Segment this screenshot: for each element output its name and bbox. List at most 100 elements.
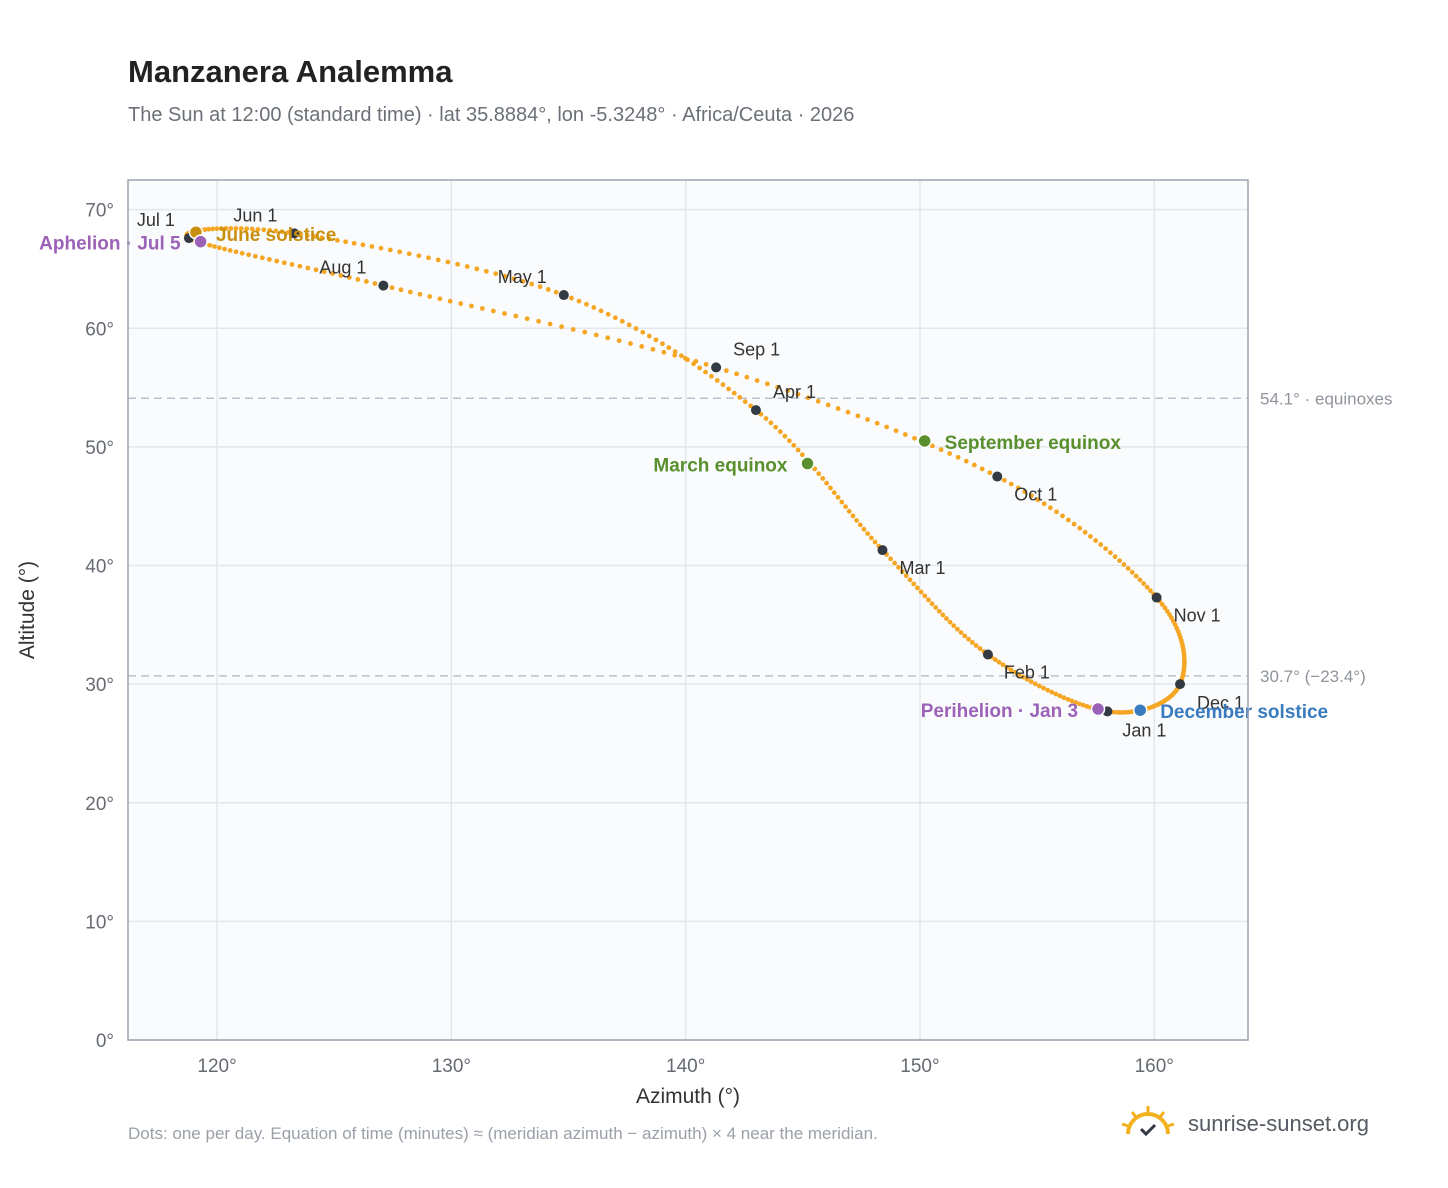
daily-sun-dot [969,639,975,645]
month-marker [992,471,1003,482]
daily-sun-dot [582,329,588,335]
daily-sun-dot [593,332,599,338]
daily-sun-dot [775,384,780,390]
daily-sun-dot [737,394,743,400]
event-marker [1090,701,1106,717]
chart-title: Manzanera Analemma [128,54,453,89]
daily-sun-dot [1035,497,1041,503]
daily-sun-dot [1084,704,1090,709]
daily-sun-dot [569,295,574,301]
daily-sun-dot [529,281,535,287]
daily-sun-dot [791,442,797,448]
daily-sun-dot [246,252,252,258]
daily-sun-dot [764,381,770,387]
month-marker [982,649,993,660]
daily-sun-dot [1159,602,1165,607]
daily-sun-dot [947,619,953,625]
daily-sun-dot [912,435,917,441]
daily-sun-dot [815,398,821,404]
daily-sun-dot [835,406,841,411]
daily-sun-dot [709,373,714,379]
daily-sun-dot [1053,691,1059,697]
daily-sun-dot [666,345,672,351]
daily-sun-dot [816,471,822,477]
month-marker-label: Aug 1 [319,258,366,278]
daily-sun-dot [279,229,285,235]
month-marker-label: Dec 1 [1197,693,1244,713]
daily-sun-dot [406,251,412,257]
daily-sun-dot [1057,693,1063,699]
event-label: June solstice [216,225,336,246]
daily-sun-dot [598,308,604,314]
daily-sun-dot [346,275,352,280]
brand[interactable]: sunrise-sunset.org [1120,1104,1369,1144]
month-marker-label: Jul 1 [137,210,175,230]
daily-sun-dot [742,399,748,405]
daily-sun-dot [447,298,453,304]
daily-sun-dot [1080,702,1086,708]
daily-sun-dot [1071,521,1077,527]
axes: 120° 130° 140° 150° 160° 0° 10° 20° 30° 40° 50° 60°… [85,201,1174,1077]
daily-sun-dot [216,245,222,251]
daily-sun-dot [785,388,791,394]
daily-sun-dot [267,227,273,233]
daily-sun-dot [513,313,519,319]
daily-sun-dot [626,322,632,328]
daily-sun-dot [911,581,917,587]
daily-sun-dot [619,318,625,324]
daily-sun-dot [1028,493,1034,499]
event-label: Aphelion · Jul 5 [39,234,181,255]
daily-sun-dot [812,466,818,472]
daily-sun-dot [1069,698,1075,704]
daily-sun-dot [777,429,783,435]
month-marker [1175,679,1186,690]
daily-sun-dot [678,353,684,359]
y-tick-label: 0° [96,1031,114,1052]
daily-sun-dot [726,386,732,392]
daily-sun-dot [313,267,319,273]
daily-sun-dot [929,443,935,449]
daily-sun-dot [537,284,543,290]
plot-background [128,180,1248,1040]
month-marker-label: Jun 1 [233,205,277,225]
daily-sun-dot [304,232,310,238]
month-marker [711,362,722,373]
daily-sun-dot [591,305,597,310]
daily-sun-dot [1162,605,1168,611]
daily-sun-dot [1060,513,1065,519]
daily-sun-dot [259,255,265,261]
daily-sun-dot [902,432,908,437]
daily-sun-dot [1082,529,1088,535]
daily-sun-dot [977,646,983,651]
month-marker-label: Feb 1 [1004,662,1050,682]
daily-sun-dot [1125,566,1131,571]
daily-sun-dot [1148,588,1153,594]
event-marker [800,456,815,471]
daily-sun-dot [474,266,480,272]
daily-sun-dot [343,239,349,245]
daily-sun-dot [954,626,960,632]
daily-sun-dot [633,326,639,331]
daily-sun-dot [223,226,229,231]
daily-sun-dot [289,262,295,267]
daily-sun-dot [697,365,703,371]
daily-sun-dot [748,403,754,409]
month-markers: Jan 1 Feb 1 Mar 1 Apr 1 May 1 Jun 1 Jul 1 Aug 1… [137,205,1244,740]
daily-sun-dot [612,315,618,321]
daily-sun-dot [281,260,287,266]
event-marker [917,433,932,449]
daily-sun-dot [944,616,949,621]
daily-sun-dot [252,253,258,259]
daily-sun-dot [255,226,261,232]
daily-sun-dot [996,659,1002,665]
daily-sun-dot [926,597,931,603]
daily-sun-dot [417,291,423,297]
daily-sun-dot [754,378,760,383]
daily-sun-dot [955,454,961,460]
daily-sun-dot [334,237,340,243]
daily-sun-dot [951,623,957,629]
daily-sun-dot [326,236,332,242]
month-marker-label: Apr 1 [773,382,816,402]
chart-subtitle: The Sun at 12:00 (standard time) · lat 3… [128,104,855,126]
month-marker [877,545,888,556]
